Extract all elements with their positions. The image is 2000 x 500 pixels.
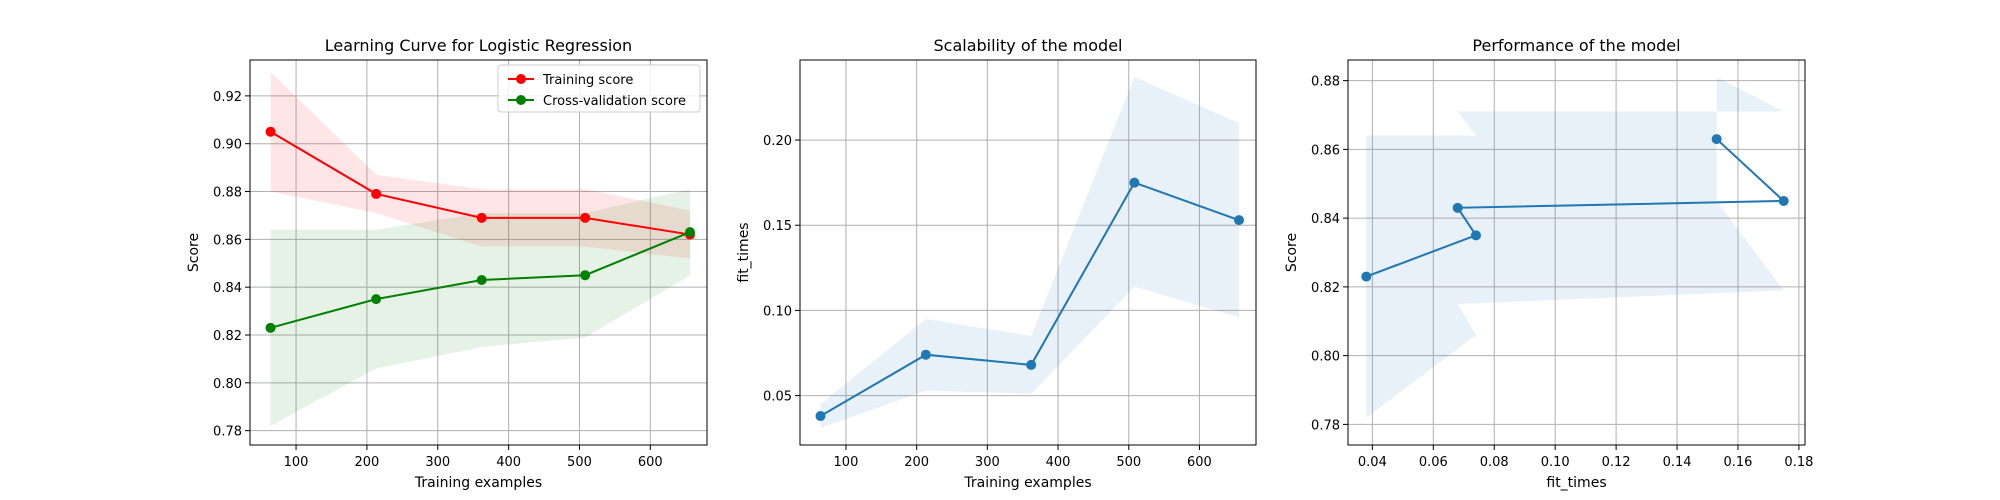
y-tick-label: 0.80 [213,377,242,392]
data-point [815,411,826,422]
y-tick-label: 0.90 [213,138,242,153]
x-axis-label: fit_times [1546,475,1606,491]
x-tick-label: 0.14 [1663,455,1692,470]
x-tick-label: 0.18 [1784,455,1813,470]
x-tick-label: 0.10 [1541,455,1570,470]
x-tick-label: 300 [425,455,450,470]
band-0 [270,71,690,259]
band-0 [1366,77,1784,418]
x-tick-label: 400 [1046,455,1071,470]
y-tick-label: 0.78 [1311,418,1340,433]
x-tick-label: 0.04 [1358,455,1387,470]
data-point [476,275,487,285]
x-tick-label: 100 [834,455,859,470]
data-point [1129,177,1140,188]
y-tick-label: 0.88 [1311,75,1340,90]
y-tick-label: 0.15 [763,219,792,234]
data-point [265,322,276,333]
y-tick-label: 0.82 [213,329,242,344]
data-point [1778,195,1789,206]
legend-entry-label: Training score [542,73,633,88]
data-point [265,126,276,137]
x-tick-label: 0.12 [1602,455,1631,470]
chart-scalability: 100 200 300 400 500 600 0.05 0.10 0.15 0.20 Scalab… [736,36,1257,491]
chart-learning-curve: 100 200 300 400 500 600 0.78 0.80 0.82 0.84 0.86 0.… [186,36,708,491]
legend-box [497,64,701,113]
data-point [580,270,591,281]
chart-title: Scalability of the model [934,36,1123,55]
y-tick-label: 0.86 [1311,143,1340,158]
y-tick-label: 0.05 [763,390,792,405]
data-point [580,212,591,223]
plot-area [265,71,695,426]
data-point [1234,215,1245,226]
y-tick-label: 0.86 [213,233,242,248]
legend: Training score Cross-validation score [497,64,701,113]
data-point [1361,271,1372,282]
band-1 [270,189,690,426]
y-tick-label: 0.80 [1311,350,1340,365]
chart-title: Learning Curve for Logistic Regression [325,36,632,55]
plot-area [1361,77,1789,418]
y-tick-label: 0.84 [213,281,242,296]
y-axis-label: fit_times [736,222,752,282]
y-tick-label: 0.92 [213,90,242,105]
data-point [1470,230,1481,241]
y-tick-label: 0.84 [1311,212,1340,227]
axes-frame [799,59,1257,446]
y-tick-label: 0.10 [763,304,792,319]
x-tick-label: 300 [975,455,1000,470]
x-tick-label: 500 [567,455,592,470]
legend-entry-label: Cross-validation score [543,94,686,109]
y-tick-label: 0.78 [213,425,242,440]
data-point [684,227,695,238]
x-tick-label: 400 [496,455,521,470]
axes-frame [1347,59,1806,446]
data-point [1452,202,1463,213]
x-tick-label: 600 [638,455,663,470]
y-tick-label: 0.20 [763,134,792,149]
y-axis-label: Score [1284,233,1300,272]
x-tick-label: 600 [1187,455,1212,470]
x-tick-label: 0.06 [1419,455,1448,470]
legend-swatch-marker [516,95,526,105]
chart-title: Performance of the model [1472,36,1680,55]
y-tick-label: 0.82 [1311,281,1340,296]
x-tick-label: 200 [904,455,929,470]
x-tick-label: 200 [354,455,379,470]
band-0 [820,77,1240,428]
x-axis-label: Training examples [414,475,542,491]
y-axis-label: Score [186,233,202,272]
axes-frame [249,59,708,446]
data-point [371,294,382,305]
x-tick-label: 500 [1116,455,1141,470]
legend-swatch-marker [516,74,526,84]
x-tick-label: 100 [284,455,309,470]
plot-area [815,77,1245,428]
data-point [371,188,382,199]
data-point [476,212,487,223]
data-point [1711,134,1722,145]
x-tick-label: 0.16 [1723,455,1752,470]
chart-performance: 0.04 0.06 0.08 0.10 0.12 0.14 0.16 0.18 0.78 0.80… [1284,36,1813,491]
y-tick-label: 0.88 [213,186,242,201]
x-tick-label: 0.08 [1480,455,1509,470]
data-point [920,349,931,360]
data-point [1026,359,1037,370]
x-axis-label: Training examples [963,475,1091,491]
